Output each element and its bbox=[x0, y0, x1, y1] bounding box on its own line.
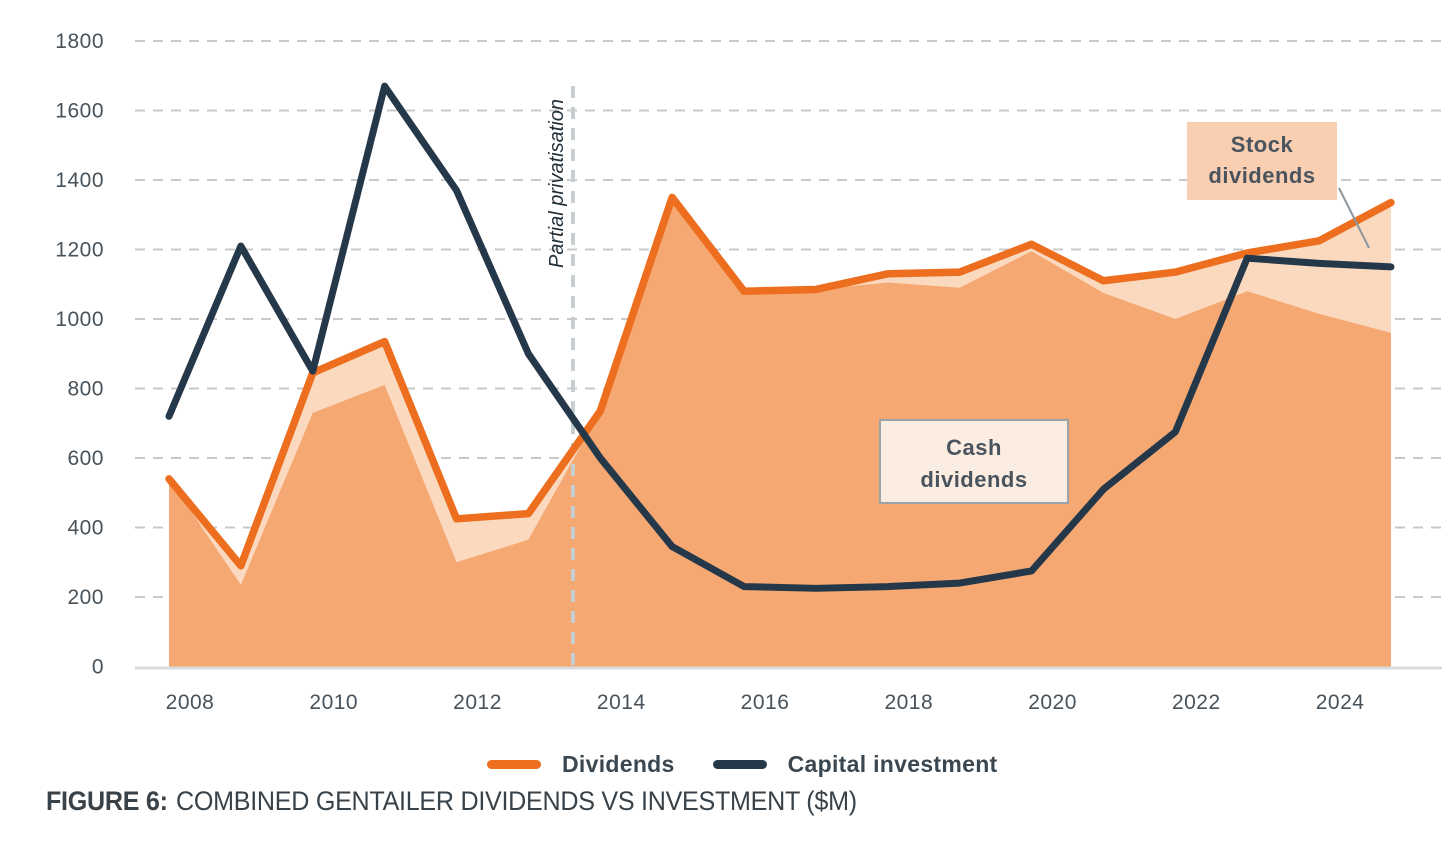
capital-investment-swatch-icon bbox=[712, 760, 767, 769]
x-tick-label: 2020 bbox=[1028, 691, 1077, 714]
privatisation-label: Partial privatisation bbox=[546, 99, 568, 268]
cash-dividends-area bbox=[169, 197, 1391, 667]
chart-generated-layers: 1800 1600 1400 1200 1000 800 600 400 200 0 2008 201… bbox=[55, 30, 1442, 714]
figure-caption: FIGURE 6: COMBINED GENTAILER DIVIDENDS VS… bbox=[46, 786, 857, 817]
dividends-line bbox=[165, 193, 1395, 570]
y-tick-label: 1800 bbox=[55, 30, 104, 53]
x-tick-label: 2016 bbox=[741, 691, 790, 714]
y-tick-label: 1600 bbox=[55, 100, 104, 123]
y-tick-label: 600 bbox=[67, 447, 104, 470]
capital-investment-line bbox=[165, 82, 1395, 592]
x-tick-label: 2022 bbox=[1172, 691, 1221, 714]
x-tick-label: 2018 bbox=[884, 691, 933, 714]
cash-dividends-label-line1: Cash bbox=[946, 435, 1002, 460]
y-tick-label: 1200 bbox=[55, 239, 104, 262]
x-tick-label: 2014 bbox=[597, 691, 646, 714]
legend: Dividends Capital investment bbox=[487, 751, 998, 778]
y-tick-label: 1400 bbox=[55, 169, 104, 192]
legend-item-dividends: Dividends bbox=[487, 751, 675, 778]
y-tick-label: 800 bbox=[67, 378, 104, 401]
cash-dividends-label-line2: dividends bbox=[920, 467, 1027, 492]
dividends-swatch-icon bbox=[487, 760, 541, 769]
x-tick-label: 2008 bbox=[166, 691, 215, 714]
stock-dividends-annotation: Stock dividends bbox=[1187, 122, 1337, 200]
legend-label-capital-investment: Capital investment bbox=[787, 751, 998, 777]
y-tick-label: 200 bbox=[67, 586, 104, 609]
cash-dividends-box bbox=[879, 419, 1069, 504]
legend-item-capital-investment: Capital investment bbox=[712, 751, 998, 778]
stock-dividends-label-line1: Stock bbox=[1231, 132, 1294, 157]
legend-label-dividends: Dividends bbox=[562, 751, 675, 777]
figure-caption-prefix: FIGURE 6: bbox=[46, 786, 168, 816]
y-tick-label: 400 bbox=[67, 517, 104, 540]
y-tick-label: 1000 bbox=[55, 308, 104, 331]
figure-caption-title: COMBINED GENTAILER DIVIDENDS VS INVESTME… bbox=[176, 786, 857, 816]
x-tick-label: 2012 bbox=[453, 691, 502, 714]
x-tick-label: 2024 bbox=[1316, 691, 1365, 714]
stock-dividends-box bbox=[1187, 122, 1337, 200]
stock-dividends-label-line2: dividends bbox=[1208, 163, 1315, 188]
stock-box-connector-line bbox=[1338, 187, 1370, 249]
x-tick-label: 2010 bbox=[309, 691, 358, 714]
y-tick-label: 0 bbox=[92, 656, 104, 679]
cash-dividends-annotation: Cash dividends bbox=[879, 419, 1069, 504]
